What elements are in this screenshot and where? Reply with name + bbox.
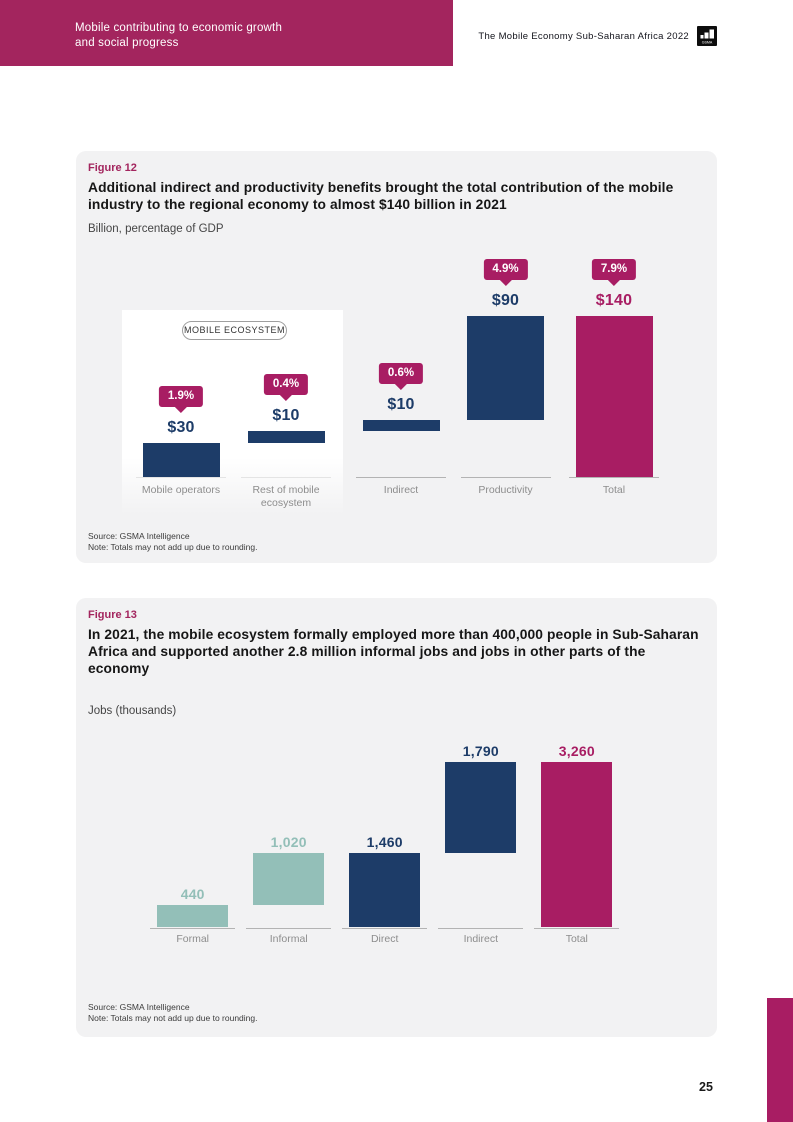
- bar-total: [541, 761, 613, 928]
- header-band: Mobile contributing to economic growth a…: [0, 0, 453, 66]
- figure-13-label: Figure 13: [88, 609, 137, 621]
- report-title: The Mobile Economy Sub-Saharan Africa 20…: [478, 30, 689, 42]
- figure-13-source-block: Source: GSMA Intelligence Note: Totals m…: [88, 1002, 258, 1024]
- gsma-logo-icon: GSMA: [697, 26, 717, 46]
- category-label: Informal: [269, 933, 308, 945]
- figure-12-source-block: Source: GSMA Intelligence Note: Totals m…: [88, 531, 258, 553]
- bar-indirect: [362, 419, 440, 431]
- bar-productivity: [467, 316, 544, 420]
- percent-badge: 4.9%: [483, 259, 528, 280]
- note-line: Note: Totals may not add up due to round…: [88, 542, 258, 552]
- figure-12-title: Additional indirect and productivity ben…: [88, 180, 674, 212]
- bar-informal: [253, 853, 325, 906]
- axis-baseline: [460, 477, 551, 478]
- axis-baseline: [150, 927, 236, 929]
- axis-baseline: [534, 927, 620, 929]
- side-accent-bar: [767, 998, 793, 1122]
- bar-value-label: 440: [180, 886, 205, 903]
- running-header-line1: Mobile contributing to economic growth: [75, 22, 283, 34]
- category-label: Formal: [176, 933, 210, 945]
- axis-baseline: [569, 477, 659, 478]
- source-line: Source: GSMA Intelligence: [88, 531, 190, 541]
- figure-12-subtitle: Billion, percentage of GDP: [88, 223, 224, 235]
- category-label: Indirect: [463, 933, 499, 945]
- bar-value-label: $140: [595, 292, 633, 309]
- category-label: Direct: [370, 933, 399, 945]
- percent-badge: 0.6%: [378, 362, 424, 384]
- axis-baseline: [438, 927, 524, 929]
- axis-baseline: [356, 477, 446, 478]
- figure-13-subtitle: Jobs (thousands): [88, 705, 177, 717]
- bar-value-label: 3,260: [558, 742, 595, 759]
- bar-formal: [157, 905, 229, 928]
- bar-rest-of-mobile-ecosystem: [247, 431, 325, 443]
- category-label: Indirect: [383, 484, 419, 496]
- mobile-ecosystem-pill: MOBILE ECOSYSTEM: [182, 321, 287, 340]
- bar-total: [575, 316, 653, 477]
- figure-13-chart: 440 Formal 1,020 Informal 1,460 Direct 1,790 In…: [76, 598, 717, 1037]
- figure-13-title: In 2021, the mobile ecosystem formally e…: [88, 627, 699, 676]
- source-line: Source: GSMA Intelligence: [88, 1002, 190, 1012]
- bar-value-label: $90: [491, 292, 520, 309]
- running-header-line2: and social progress: [75, 37, 179, 49]
- gsma-logo-text: GSMA: [702, 40, 713, 44]
- bar-value-label: $10: [272, 407, 300, 424]
- header-right: The Mobile Economy Sub-Saharan Africa 20…: [478, 26, 717, 46]
- category-label: Total: [602, 484, 626, 496]
- axis-baseline: [246, 927, 332, 929]
- note-line: Note: Totals may not add up due to round…: [88, 1013, 258, 1023]
- category-label: Productivity: [478, 484, 533, 496]
- category-label: Total: [565, 933, 588, 945]
- percent-badge: 0.4%: [263, 374, 309, 395]
- percent-badge: 7.9%: [591, 259, 637, 280]
- bar-value-label: 1,020: [270, 834, 307, 851]
- bar-value-label: 1,790: [462, 743, 499, 760]
- bar-value-label: $30: [167, 418, 195, 436]
- figure-12-label: Figure 12: [88, 162, 137, 174]
- figure-13-card: Figure 13 In 2021, the mobile ecosystem …: [76, 598, 717, 1037]
- bar-value-label: $10: [387, 395, 415, 413]
- percent-badge: 1.9%: [158, 385, 204, 407]
- figure-12-chart: $30 1.9% Mobile operators $10 0.4% Rest of mo…: [76, 151, 717, 563]
- mobile-ecosystem-panel: [122, 310, 343, 515]
- bar-mobile-operators: [142, 442, 220, 477]
- bar-direct: [349, 853, 421, 928]
- page-number: 25: [699, 1080, 713, 1094]
- category-label: Mobile operators: [141, 484, 221, 496]
- figure-12-card: Figure 12 Additional indirect and produc…: [76, 151, 717, 563]
- category-label: Rest of mobile ecosystem: [252, 484, 320, 509]
- bar-indirect: [445, 762, 517, 854]
- bar-value-label: 1,460: [366, 834, 403, 851]
- axis-baseline: [342, 927, 428, 929]
